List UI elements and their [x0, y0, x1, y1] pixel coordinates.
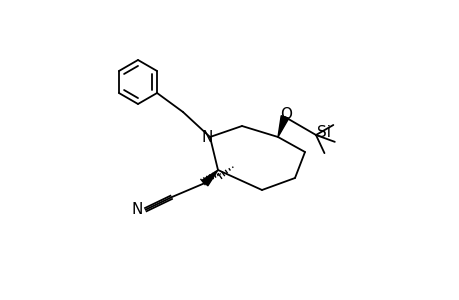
Text: O: O [280, 106, 291, 122]
Text: Si: Si [316, 124, 330, 140]
Text: N: N [131, 202, 142, 217]
Polygon shape [202, 170, 218, 186]
Polygon shape [277, 116, 288, 137]
Text: N: N [201, 130, 212, 145]
